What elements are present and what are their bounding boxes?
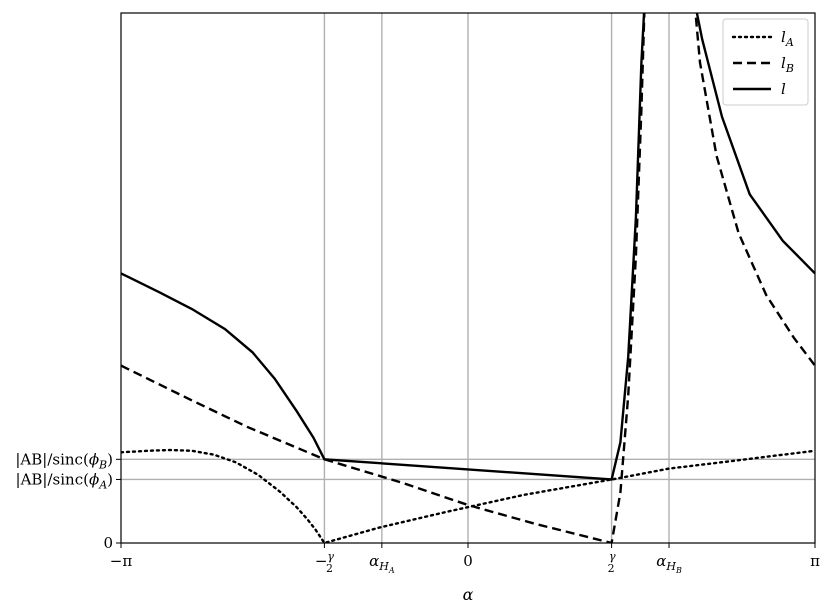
- plot-series: [121, 13, 815, 543]
- tick-labels: −π −γ 2 αHA 0 γ 2 αHB π 0 |AB|/sinc(ϕA)|AB|/sinc(ϕ…: [15, 450, 820, 575]
- legend-label: lA: [781, 28, 794, 49]
- legend-label: l: [781, 80, 786, 98]
- x-tick-label: π: [810, 552, 820, 570]
- x-tick-label: −γ 2: [315, 550, 335, 575]
- x-tick-label: −π: [110, 552, 133, 570]
- grid-lines: [121, 13, 815, 543]
- axes: [116, 12, 816, 548]
- x-tick-label: 0: [463, 552, 473, 570]
- x-tick-label: αHB: [656, 552, 682, 575]
- x-tick-label: αHA: [369, 552, 395, 575]
- x-axis-label: α: [463, 585, 474, 604]
- y-tick-label: |AB|/sinc(ϕA): [16, 470, 113, 491]
- legend-label: lB: [781, 54, 794, 75]
- series-line-l-a: [121, 448, 815, 543]
- y-tick-label: 0: [103, 534, 113, 552]
- series-line-l: [121, 13, 815, 481]
- series-line-l-b: [121, 13, 815, 543]
- legend: lA lB l: [722, 18, 809, 106]
- y-tick-label: |AB|/sinc(ϕB): [15, 450, 113, 471]
